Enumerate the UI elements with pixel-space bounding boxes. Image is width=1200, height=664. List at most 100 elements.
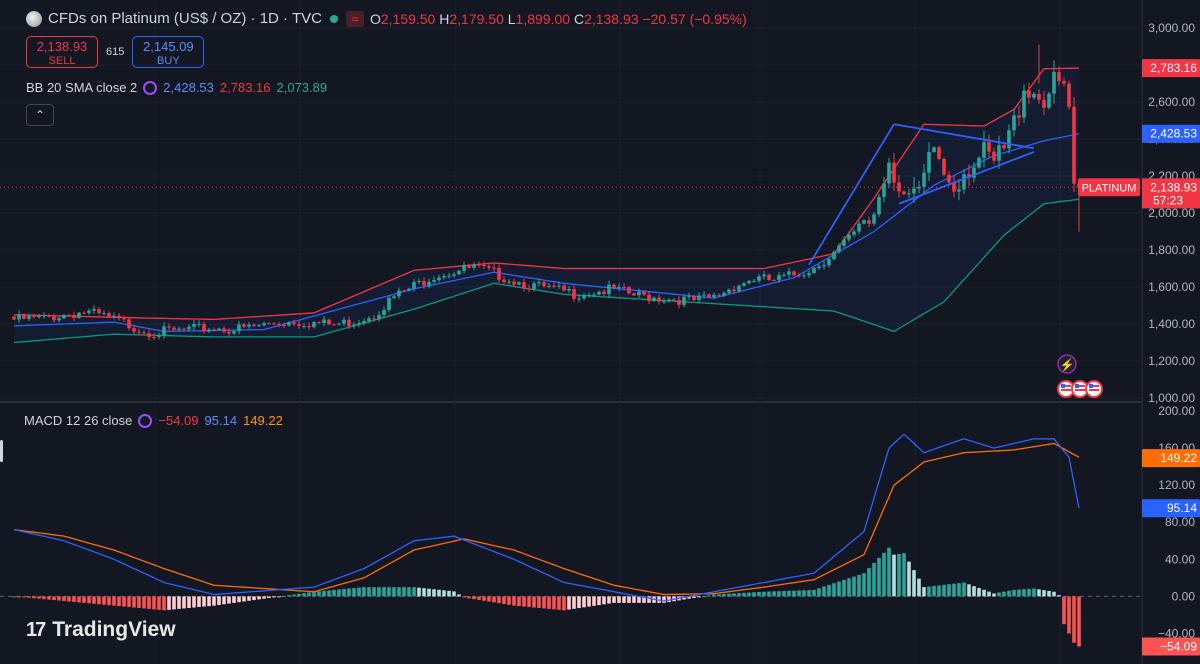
- candle: [662, 298, 666, 305]
- candle-body: [407, 288, 411, 291]
- histogram-bar: [767, 591, 771, 597]
- macd-line: [13, 433, 1080, 602]
- bb-legend[interactable]: BB 20 SMA close 2 2,428.53 2,783.16 2,07…: [26, 80, 327, 95]
- candle-body: [832, 251, 836, 260]
- candle: [977, 155, 981, 170]
- candle-body: [757, 276, 761, 281]
- histogram-bar: [327, 590, 331, 597]
- histogram-bar: [892, 554, 896, 597]
- candle-body: [242, 324, 246, 327]
- candle-body: [697, 295, 701, 301]
- macd-settings-icon[interactable]: [138, 413, 153, 428]
- candle-body: [1022, 90, 1026, 118]
- candle: [507, 279, 511, 285]
- sell-button[interactable]: 2,138.93 SELL: [26, 36, 98, 68]
- histogram-bar: [132, 596, 136, 608]
- histogram-bar: [957, 583, 961, 597]
- candle: [722, 291, 726, 298]
- bb-upper-tag-text: 2,783.16: [1150, 61, 1197, 75]
- candle-body: [247, 324, 251, 327]
- collapse-legend-button[interactable]: ⌃: [26, 104, 54, 126]
- histogram-bar: [987, 591, 991, 597]
- candle-body: [187, 326, 191, 330]
- left-scroll-handle[interactable]: [0, 440, 3, 462]
- histogram-bar: [292, 594, 296, 597]
- candle: [87, 308, 91, 315]
- histogram-bar: [722, 593, 726, 597]
- event-markers: ⚡: [1057, 354, 1103, 398]
- histogram-bar: [332, 589, 336, 597]
- histogram-bar: [747, 592, 751, 597]
- histogram-bar: [337, 589, 341, 597]
- candle-body: [97, 309, 101, 314]
- histogram-bar: [432, 589, 436, 597]
- candle-body: [567, 288, 571, 291]
- symbol-title[interactable]: CFDs on Platinum (US$ / OZ) · 1D · TVC: [48, 10, 322, 27]
- buy-button[interactable]: 2,145.09 BUY: [132, 36, 205, 68]
- histogram-bar: [397, 587, 401, 597]
- histogram-bar: [212, 596, 216, 606]
- histogram-bar: [557, 596, 561, 610]
- histogram-bar: [127, 596, 131, 608]
- price-tick-label: 2,600.00: [1148, 95, 1195, 109]
- histogram-bar: [862, 573, 866, 597]
- bb-settings-icon[interactable]: [143, 80, 158, 95]
- candle-body: [712, 294, 716, 298]
- candle: [252, 323, 256, 328]
- bb-basis-line: [13, 133, 1080, 333]
- price-tick-label: 1,600.00: [1148, 280, 1195, 294]
- candle-body: [1052, 71, 1056, 94]
- histogram-bar: [12, 596, 16, 598]
- hist-tag-text: −54.09: [1160, 640, 1197, 654]
- histogram-bar: [977, 587, 981, 597]
- candle: [547, 283, 551, 289]
- candle: [767, 273, 771, 281]
- symbol-header: CFDs on Platinum (US$ / OZ) · 1D · TVC ≈…: [26, 10, 747, 27]
- candle: [362, 318, 366, 326]
- candle-body: [212, 329, 216, 331]
- candle: [127, 316, 131, 331]
- candle-body: [817, 266, 821, 269]
- delayed-data-icon[interactable]: ≈: [345, 10, 364, 27]
- tradingview-watermark[interactable]: 17 TradingView: [26, 618, 176, 642]
- high-value: 2,179.50: [449, 10, 504, 27]
- histogram-bar: [312, 591, 316, 597]
- buy-price: 2,145.09: [143, 39, 194, 54]
- histogram-bar: [967, 584, 971, 597]
- histogram-bar: [37, 596, 41, 599]
- macd-legend-name: MACD 12 26 close: [24, 413, 133, 428]
- histogram-bar: [692, 596, 696, 598]
- candle: [987, 134, 991, 159]
- histogram-bar: [42, 596, 46, 600]
- macd-tick-label: −40.00: [1158, 626, 1195, 640]
- macd-legend[interactable]: MACD 12 26 close −54.09 95.14 149.22: [24, 413, 283, 428]
- histogram-bar: [627, 596, 631, 603]
- candle: [302, 322, 306, 329]
- candle: [282, 322, 286, 328]
- candle: [147, 329, 151, 341]
- candle-body: [912, 188, 916, 194]
- candle-body: [457, 270, 461, 275]
- histogram-bar: [262, 596, 266, 599]
- histogram-bar: [1067, 596, 1071, 634]
- candle: [472, 262, 476, 270]
- histogram-bar: [687, 596, 691, 599]
- candle: [927, 142, 931, 182]
- hist-tag-bg: [1142, 637, 1200, 656]
- candle-body: [782, 274, 786, 276]
- trade-panel: 2,138.93 SELL 615 2,145.09 BUY: [26, 36, 205, 68]
- histogram-bar: [102, 596, 106, 605]
- histogram-bar: [802, 590, 806, 597]
- histogram-bar: [667, 596, 671, 603]
- candle-body: [947, 174, 951, 183]
- candle-body: [347, 319, 351, 327]
- candle: [602, 288, 606, 297]
- histogram-bar: [577, 596, 581, 609]
- histogram-bar: [742, 592, 746, 597]
- macd-line-value: 95.14: [204, 413, 238, 428]
- candle: [657, 294, 661, 305]
- candle-body: [447, 275, 451, 277]
- candle-body: [1072, 106, 1076, 184]
- candle-body: [157, 335, 161, 337]
